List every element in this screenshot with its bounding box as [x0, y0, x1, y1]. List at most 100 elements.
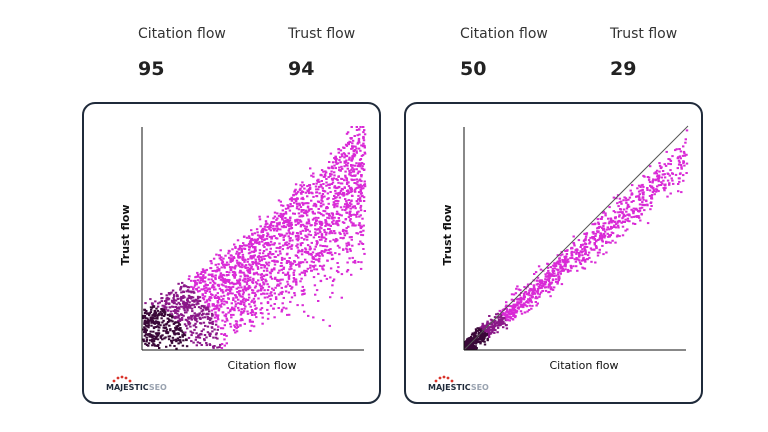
scatter-dot	[167, 313, 170, 316]
scatter-dot	[563, 263, 567, 266]
scatter-dot	[341, 155, 344, 158]
scatter-dot	[232, 297, 235, 300]
scatter-dot	[345, 159, 348, 162]
scatter-dot	[622, 208, 626, 211]
scatter-dot	[648, 195, 652, 197]
scatter-dot	[308, 222, 311, 225]
scatter-dot	[482, 336, 485, 339]
scatter-dot	[228, 289, 231, 291]
scatter-dot	[211, 320, 215, 323]
scatter-dot	[608, 234, 611, 237]
scatter-dot	[260, 264, 263, 266]
scatter-dot	[274, 286, 277, 289]
scatter-dot	[200, 288, 203, 291]
scatter-dot	[600, 216, 604, 218]
scatter-dot	[204, 271, 207, 274]
scatter-dot	[356, 213, 359, 216]
scatter-dot	[337, 219, 340, 222]
scatter-dot	[276, 237, 279, 240]
scatter-dot	[304, 258, 307, 261]
scatter-dot	[551, 269, 554, 272]
scatter-dot	[318, 257, 321, 260]
scatter-dot	[289, 300, 292, 303]
scatter-dot	[337, 217, 340, 219]
scatter-dot	[498, 324, 501, 327]
scatter-dot	[246, 299, 250, 301]
scatter-dot	[211, 270, 214, 272]
scatter-dot	[155, 307, 158, 310]
scatter-dot	[515, 311, 518, 314]
scatter-dot	[191, 331, 195, 334]
scatter-dot	[250, 265, 253, 268]
scatter-dot	[504, 324, 508, 327]
scatter-dot	[485, 324, 489, 327]
scatter-dot	[302, 261, 305, 264]
scatter-dot	[172, 339, 175, 342]
scatter-dot	[601, 244, 604, 247]
scatter-dot	[358, 215, 361, 218]
scatter-dot	[269, 222, 273, 225]
scatter-dot	[520, 305, 523, 308]
scatter-dot	[179, 329, 182, 332]
scatter-dot	[218, 277, 221, 280]
scatter-dot	[350, 203, 353, 206]
scatter-dot	[300, 210, 303, 213]
scatter-dot	[238, 293, 241, 295]
scatter-dot	[290, 264, 293, 267]
scatter-dot	[306, 244, 310, 247]
metric-label: Citation flow	[138, 26, 226, 42]
scatter-dot	[512, 315, 515, 318]
scatter-dot	[492, 328, 495, 331]
scatter-dot	[312, 276, 316, 279]
scatter-dot	[295, 244, 298, 247]
scatter-dot	[651, 191, 655, 194]
scatter-dot	[143, 334, 147, 337]
scatter-dot	[167, 297, 171, 300]
scatter-dot	[157, 334, 160, 337]
scatter-dot	[259, 225, 262, 228]
scatter-dot	[214, 311, 217, 314]
scatter-dot	[286, 271, 290, 274]
scatter-dot	[170, 341, 174, 344]
scatter-dot	[654, 190, 658, 193]
scatter-dot	[216, 315, 219, 317]
scatter-dot	[257, 258, 261, 261]
scatter-dot	[282, 306, 285, 309]
scatter-dot	[334, 232, 337, 235]
scatter-dot	[280, 308, 284, 311]
scatter-dot	[646, 187, 649, 189]
scatter-dot	[190, 296, 193, 298]
scatter-dot	[281, 302, 284, 305]
scatter-dot	[218, 287, 222, 290]
scatter-dot	[542, 283, 545, 286]
scatter-dot	[260, 293, 263, 296]
scatter-dot	[235, 250, 239, 253]
scatter-dot	[185, 306, 189, 308]
scatter-dot	[220, 295, 223, 298]
scatter-dot	[512, 307, 515, 310]
scatter-dot	[221, 259, 224, 262]
scatter-dot	[255, 264, 258, 267]
scatter-dot	[484, 330, 487, 333]
scatter-dot	[240, 312, 243, 315]
scatter-dot	[151, 344, 154, 347]
scatter-dot	[479, 327, 483, 330]
scatter-dot	[190, 340, 193, 343]
scatter-dot	[236, 291, 239, 293]
scatter-dot	[685, 129, 689, 132]
scatter-dot	[247, 287, 251, 290]
scatter-dot	[357, 224, 361, 227]
scatter-dot	[585, 232, 589, 235]
scatter-dot	[178, 336, 182, 339]
scatter-dot	[180, 291, 183, 294]
scatter-dot	[162, 307, 165, 310]
scatter-dot	[597, 223, 600, 225]
scatter-dot	[594, 222, 597, 225]
scatter-dot	[293, 189, 297, 192]
scatter-dot	[658, 162, 661, 165]
scatter-dot	[193, 328, 196, 331]
scatter-dot	[575, 251, 579, 254]
scatter-dot	[349, 249, 352, 252]
scatter-dot	[357, 147, 361, 150]
scatter-dot	[217, 254, 221, 257]
